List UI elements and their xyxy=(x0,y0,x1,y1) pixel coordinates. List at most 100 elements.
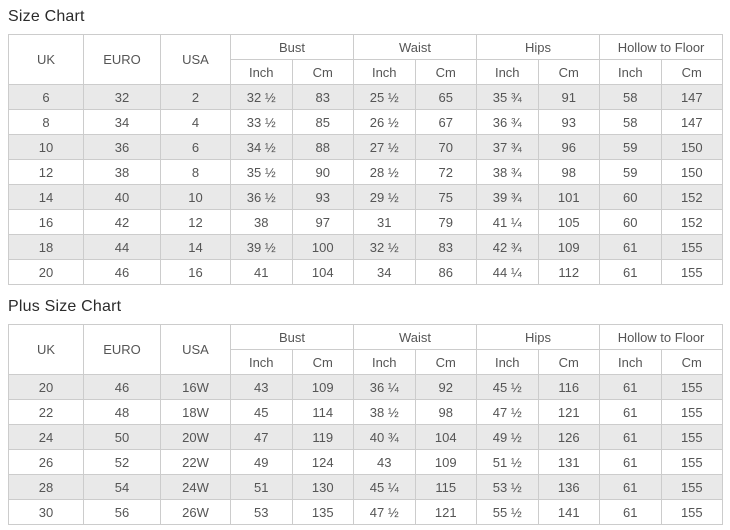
table-cell: 53 ½ xyxy=(476,474,539,500)
table-cell: 136 xyxy=(537,474,601,500)
table-cell: 61 xyxy=(599,259,662,285)
plus-size-chart-table: UK EURO USA Bust Waist Hips Hollow to Fl… xyxy=(8,324,724,525)
table-cell: 115 xyxy=(414,474,478,500)
table-cell: 124 xyxy=(291,449,355,475)
table-cell: 45 xyxy=(230,399,293,425)
table-cell: 105 xyxy=(537,209,601,235)
table-cell: 29 ½ xyxy=(353,184,416,210)
table-cell: 51 ½ xyxy=(476,449,539,475)
table-cell: 35 ½ xyxy=(230,159,293,185)
table-row: 12 38 8 35 ½ 90 28 ½ 72 38 ¾ 98 59 150 xyxy=(8,159,724,185)
table-cell: 48 xyxy=(83,399,161,425)
table-cell: 61 xyxy=(599,374,662,400)
table-cell: 24 xyxy=(8,424,84,450)
table-cell: 114 xyxy=(291,399,355,425)
table-cell: 41 ¼ xyxy=(476,209,539,235)
table-row: 22 48 18W 45 114 38 ½ 98 47 ½ 121 61 155 xyxy=(8,399,724,425)
table-cell: 147 xyxy=(660,109,724,135)
table-row: 20 46 16W 43 109 36 ¼ 92 45 ½ 116 61 155 xyxy=(8,374,724,400)
table-cell: 101 xyxy=(537,184,601,210)
table-cell: 121 xyxy=(537,399,601,425)
table-cell: 50 xyxy=(83,424,161,450)
table-cell: 12 xyxy=(160,209,231,235)
table-row: 14 40 10 36 ½ 93 29 ½ 75 39 ¾ 101 60 152 xyxy=(8,184,724,210)
table-cell: 93 xyxy=(537,109,601,135)
table-row: 8 34 4 33 ½ 85 26 ½ 67 36 ¾ 93 58 147 xyxy=(8,109,724,135)
table-cell: 47 xyxy=(230,424,293,450)
table-cell: 155 xyxy=(660,499,724,525)
table-cell: 38 xyxy=(230,209,293,235)
column-header-hollow-inch: Inch xyxy=(599,59,662,85)
column-header-hollow-cm: Cm xyxy=(660,59,724,85)
table-header-group-row: UK EURO USA Bust Waist Hips Hollow to Fl… xyxy=(8,34,724,85)
table-row: 16 42 12 38 97 31 79 41 ¼ 105 60 152 xyxy=(8,209,724,235)
table-cell: 20 xyxy=(8,259,84,285)
table-row: 20 46 16 41 104 34 86 44 ¼ 112 61 155 xyxy=(8,259,724,285)
table-cell: 34 xyxy=(83,109,161,135)
table-cell: 60 xyxy=(599,184,662,210)
table-cell: 45 ¼ xyxy=(353,474,416,500)
table-cell: 155 xyxy=(660,374,724,400)
table-cell: 6 xyxy=(160,134,231,160)
table-cell: 32 ½ xyxy=(230,84,293,110)
table-cell: 51 xyxy=(230,474,293,500)
column-header-hollow-inch: Inch xyxy=(599,349,662,375)
table-cell: 152 xyxy=(660,209,724,235)
table-cell: 26 xyxy=(8,449,84,475)
table-cell: 70 xyxy=(414,134,478,160)
table-cell: 8 xyxy=(160,159,231,185)
table-cell: 56 xyxy=(83,499,161,525)
table-cell: 155 xyxy=(660,399,724,425)
table-cell: 58 xyxy=(599,109,662,135)
table-cell: 67 xyxy=(414,109,478,135)
table-header-unit-row: Inch Cm Inch Cm Inch Cm Inch Cm xyxy=(9,349,724,375)
table-row: 28 54 24W 51 130 45 ¼ 115 53 ½ 136 61 155 xyxy=(8,474,724,500)
table-cell: 28 xyxy=(8,474,84,500)
column-header-waist-inch: Inch xyxy=(353,59,416,85)
table-cell: 109 xyxy=(291,374,355,400)
column-group-hollow-to-floor: Hollow to Floor xyxy=(599,324,724,350)
table-cell: 141 xyxy=(537,499,601,525)
column-header-hips-cm: Cm xyxy=(537,59,601,85)
table-cell: 49 ½ xyxy=(476,424,539,450)
column-header-bust-inch: Inch xyxy=(230,59,293,85)
table-cell: 52 xyxy=(83,449,161,475)
table-cell: 53 xyxy=(230,499,293,525)
table-cell: 22 xyxy=(8,399,84,425)
table-cell: 45 ½ xyxy=(476,374,539,400)
table-cell: 8 xyxy=(8,109,84,135)
table-cell: 25 ½ xyxy=(353,84,416,110)
table-cell: 65 xyxy=(414,84,478,110)
table-cell: 28 ½ xyxy=(353,159,416,185)
table-cell: 86 xyxy=(414,259,478,285)
table-cell: 61 xyxy=(599,234,662,260)
table-cell: 109 xyxy=(537,234,601,260)
column-header-uk: UK xyxy=(8,324,84,375)
column-header-usa: USA xyxy=(160,34,231,85)
table-cell: 116 xyxy=(537,374,601,400)
table-cell: 155 xyxy=(660,474,724,500)
column-header-bust-cm: Cm xyxy=(291,59,355,85)
table-cell: 96 xyxy=(537,134,601,160)
table-cell: 98 xyxy=(414,399,478,425)
table-cell: 46 xyxy=(83,374,161,400)
table-cell: 32 ½ xyxy=(353,234,416,260)
table-row: 6 32 2 32 ½ 83 25 ½ 65 35 ¾ 91 58 147 xyxy=(8,84,724,110)
table-cell: 41 xyxy=(230,259,293,285)
table-cell: 131 xyxy=(537,449,601,475)
size-chart-table: UK EURO USA Bust Waist Hips Hollow to Fl… xyxy=(8,34,724,285)
table-cell: 91 xyxy=(537,84,601,110)
table-cell: 10 xyxy=(8,134,84,160)
table-cell: 26W xyxy=(160,499,231,525)
table-cell: 20W xyxy=(160,424,231,450)
column-group-bust: Bust xyxy=(229,34,355,60)
table-cell: 35 ¾ xyxy=(476,84,539,110)
table-cell: 147 xyxy=(660,84,724,110)
table-cell: 42 ¾ xyxy=(476,234,539,260)
size-chart-title: Size Chart xyxy=(8,8,85,25)
table-cell: 61 xyxy=(599,474,662,500)
table-cell: 97 xyxy=(291,209,355,235)
table-cell: 104 xyxy=(414,424,478,450)
table-cell: 83 xyxy=(291,84,355,110)
